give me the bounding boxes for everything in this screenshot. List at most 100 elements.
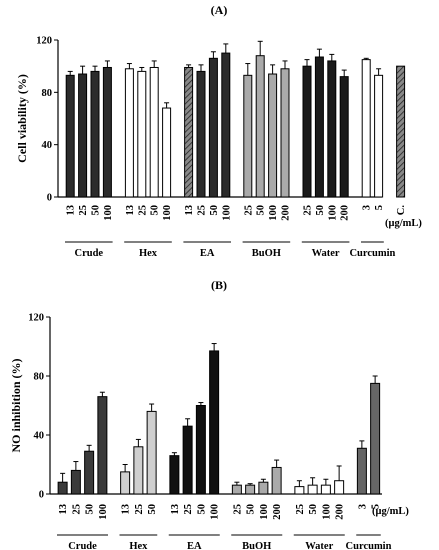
- x-tick-label: 200: [340, 205, 351, 221]
- bar: [258, 481, 269, 495]
- bar: [268, 73, 278, 198]
- bar: [195, 405, 206, 495]
- group-label: Water: [305, 541, 333, 550]
- x-tick-label: 25: [303, 205, 314, 216]
- y-axis-label: NO inhibition (%): [9, 358, 23, 452]
- group-label: Hex: [129, 541, 148, 550]
- bar: [271, 466, 282, 495]
- x-tick-label: 100: [259, 504, 270, 520]
- x-tick-label: 100: [162, 205, 173, 221]
- bar: [182, 425, 193, 495]
- group-label: BuOH: [242, 541, 271, 550]
- x-tick-label: 50: [91, 205, 102, 216]
- group-label: Crude: [75, 248, 104, 259]
- x-tick-label: 25: [137, 205, 148, 216]
- bar: [97, 396, 108, 495]
- bar: [361, 59, 371, 198]
- bar: [243, 74, 253, 198]
- bar: [65, 74, 75, 198]
- x-tick-label: 13: [66, 205, 77, 216]
- x-tick-label: 25: [197, 205, 208, 216]
- bar: [162, 107, 172, 198]
- bar: [57, 481, 68, 495]
- x-tick-label: 50: [256, 205, 267, 216]
- x-tick-label: 13: [184, 205, 195, 216]
- x-tick-label: 100: [98, 504, 109, 520]
- x-tick-label: 200: [272, 504, 283, 520]
- y-tick-label: 0: [47, 193, 52, 204]
- x-tick-label: 13: [170, 504, 181, 515]
- bar: [255, 55, 265, 198]
- group-label: Hex: [139, 248, 158, 259]
- x-tick-label: 13: [121, 504, 132, 515]
- x-tick-label: 100: [210, 504, 221, 520]
- y-tick-label: 0: [39, 490, 44, 501]
- unit-label: (μg/mL): [372, 506, 409, 517]
- bar: [120, 471, 131, 495]
- bar: [396, 65, 406, 198]
- bar: [339, 76, 349, 198]
- bar: [137, 70, 147, 198]
- y-tick-label: 120: [28, 313, 44, 324]
- bar: [169, 455, 180, 495]
- y-tick-label: 80: [34, 372, 45, 383]
- x-tick-label: 50: [246, 504, 257, 515]
- x-tick-label: 25: [243, 205, 254, 216]
- bar: [334, 480, 345, 495]
- x-tick-label: 5: [374, 205, 385, 210]
- bar: [208, 57, 218, 198]
- bar: [307, 484, 318, 495]
- bar: [356, 447, 367, 495]
- bar: [245, 484, 256, 495]
- x-tick-label: 50: [308, 504, 319, 515]
- y-tick-label: 120: [36, 36, 52, 47]
- bar: [327, 60, 337, 198]
- x-tick-label: 25: [71, 504, 82, 515]
- bar: [146, 410, 157, 495]
- bar: [184, 66, 194, 198]
- x-tick-label: 100: [321, 504, 332, 520]
- bar: [90, 70, 100, 198]
- y-axis-label: Cell viability (%): [15, 74, 29, 163]
- bar: [280, 68, 290, 198]
- x-tick-label: 50: [147, 504, 158, 515]
- group-label: Curcumin: [349, 248, 395, 259]
- group-label: EA: [187, 541, 202, 550]
- x-tick-label: 13: [125, 205, 136, 216]
- x-tick-label: 50: [209, 205, 220, 216]
- x-tick-label: C.: [396, 205, 407, 216]
- bar: [102, 66, 112, 198]
- bar: [302, 65, 312, 198]
- x-tick-label: 200: [335, 504, 346, 520]
- x-tick-label: 100: [327, 205, 338, 221]
- x-tick-label: 25: [183, 504, 194, 515]
- panel-label: (B): [211, 278, 227, 292]
- y-tick-label: 80: [42, 88, 53, 99]
- bar: [320, 484, 331, 495]
- x-tick-label: 25: [232, 504, 243, 515]
- bar: [294, 486, 305, 495]
- x-tick-label: 13: [58, 504, 69, 515]
- bar: [209, 350, 220, 495]
- x-tick-label: 25: [134, 504, 145, 515]
- bar: [221, 52, 231, 198]
- group-label: EA: [200, 248, 215, 259]
- bar: [70, 469, 81, 495]
- bar: [133, 446, 144, 495]
- x-tick-label: 25: [295, 504, 306, 515]
- x-tick-label: 3: [357, 504, 368, 509]
- group-label: Crude: [68, 541, 97, 550]
- bar: [374, 74, 384, 198]
- bar: [84, 450, 95, 495]
- group-label: Curcumin: [346, 541, 392, 550]
- x-tick-label: 100: [268, 205, 279, 221]
- x-tick-label: 50: [315, 205, 326, 216]
- bar: [314, 56, 324, 198]
- x-tick-label: 50: [85, 504, 96, 515]
- x-tick-label: 100: [221, 205, 232, 221]
- bar: [124, 68, 134, 198]
- x-tick-label: 50: [150, 205, 161, 216]
